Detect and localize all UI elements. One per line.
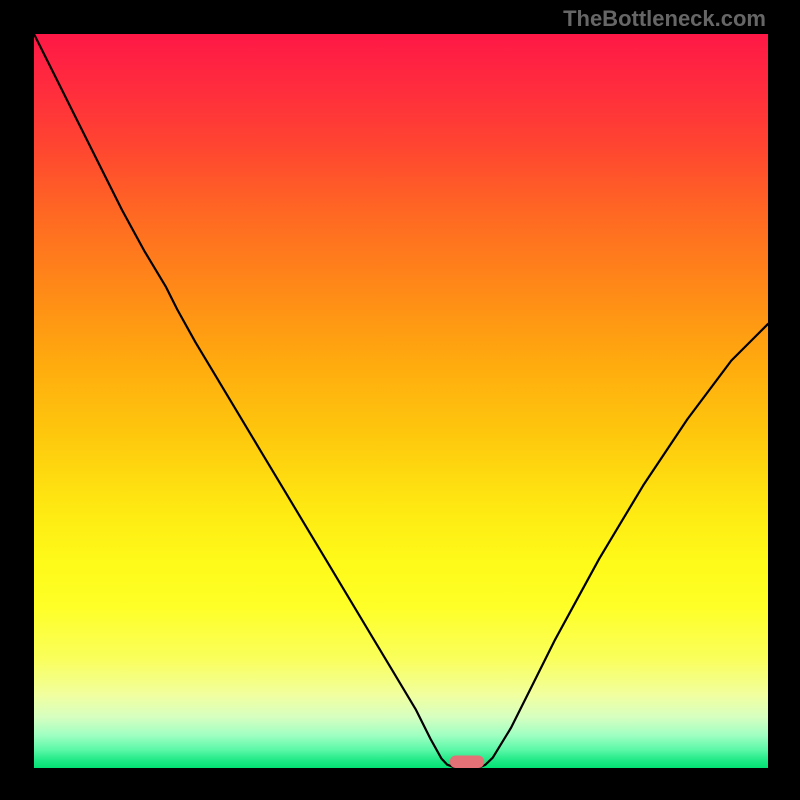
watermark-text: TheBottleneck.com (563, 6, 766, 32)
chart-svg (0, 0, 800, 800)
optimal-marker (450, 756, 485, 768)
chart-container: TheBottleneck.com (0, 0, 800, 800)
plot-background (34, 34, 768, 768)
